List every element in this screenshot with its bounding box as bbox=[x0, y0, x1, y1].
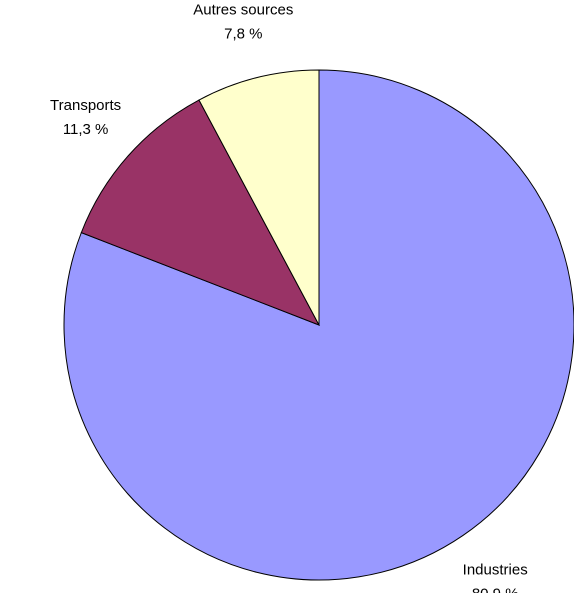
slice-label: Autres sources bbox=[193, 1, 293, 18]
pie-slice bbox=[63, 69, 574, 581]
value-label: 80,9 % bbox=[472, 585, 519, 593]
slice-label: Industries bbox=[463, 561, 528, 578]
value-label: 11,3 % bbox=[63, 121, 109, 138]
pie-slice bbox=[80, 99, 321, 326]
value-label: 7,8 % bbox=[224, 25, 262, 42]
slice-label: Transports bbox=[50, 97, 121, 114]
pie-slice bbox=[198, 69, 320, 326]
